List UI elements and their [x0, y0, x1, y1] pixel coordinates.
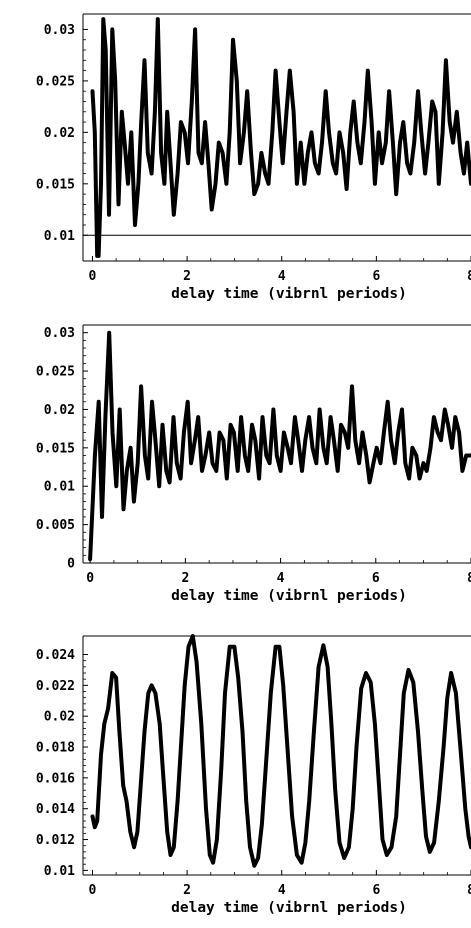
x-tick-label: 8: [467, 571, 471, 586]
y-tick-label: 0.016: [36, 771, 75, 786]
y-tick-label: 0.015: [36, 441, 75, 456]
y-tick-label: 0.03: [44, 326, 75, 341]
y-tick-label: 0: [67, 557, 75, 572]
x-tick-label: 2: [183, 269, 191, 284]
y-tick-label: 0.02: [44, 403, 75, 418]
series-line: [90, 333, 471, 560]
x-tick-label: 6: [372, 269, 380, 284]
y-tick-label: 0.025: [36, 365, 75, 380]
y-tick-label: 0.022: [36, 679, 75, 694]
x-axis-label: delay time (vibrnl periods): [171, 900, 407, 916]
y-tick-label: 0.024: [36, 648, 75, 663]
x-tick-label: 4: [277, 571, 285, 586]
y-tick-label: 0.01: [44, 229, 75, 244]
y-tick-label: 0.014: [36, 802, 75, 817]
x-tick-label: 8: [467, 883, 471, 898]
x-tick-label: 8: [467, 269, 471, 284]
series-line: [93, 636, 471, 866]
x-tick-label: 2: [181, 571, 189, 586]
chart-1: 0.01 0.015 0.02 0.025 0.03 0 2 4 6 8 delay time (v…: [36, 14, 471, 302]
x-tick-label: 2: [183, 883, 191, 898]
y-tick-label: 0.03: [44, 23, 75, 38]
chart-2: 0 0.005 0.01 0.015 0.02 0.025 0.03 0 2 4 6 8 delay t…: [36, 325, 471, 604]
y-tick-label: 0.005: [36, 518, 75, 533]
series-line: [93, 19, 471, 256]
y-tick-label: 0.015: [36, 177, 75, 192]
x-tick-label: 6: [372, 571, 380, 586]
y-tick-label: 0.018: [36, 741, 75, 756]
x-tick-label: 0: [89, 883, 97, 898]
x-axis-label: delay time (vibrnl periods): [171, 588, 407, 604]
x-tick-label: 4: [278, 883, 286, 898]
x-tick-label: 4: [278, 269, 286, 284]
y-tick-label: 0.025: [36, 74, 75, 89]
x-tick-label: 6: [372, 883, 380, 898]
x-axis-label: delay time (vibrnl periods): [171, 286, 407, 302]
y-tick-label: 0.02: [44, 126, 75, 141]
x-tick-label: 0: [86, 571, 94, 586]
y-tick-label: 0.012: [36, 833, 75, 848]
x-tick-label: 0: [89, 269, 97, 284]
y-tick-label: 0.01: [44, 480, 75, 495]
y-tick-label: 0.01: [44, 864, 75, 879]
y-tick-label: 0.02: [44, 710, 75, 725]
chart-3: 0.01 0.012 0.014 0.016 0.018 0.02 0.022 0.024 0 2…: [36, 636, 471, 916]
